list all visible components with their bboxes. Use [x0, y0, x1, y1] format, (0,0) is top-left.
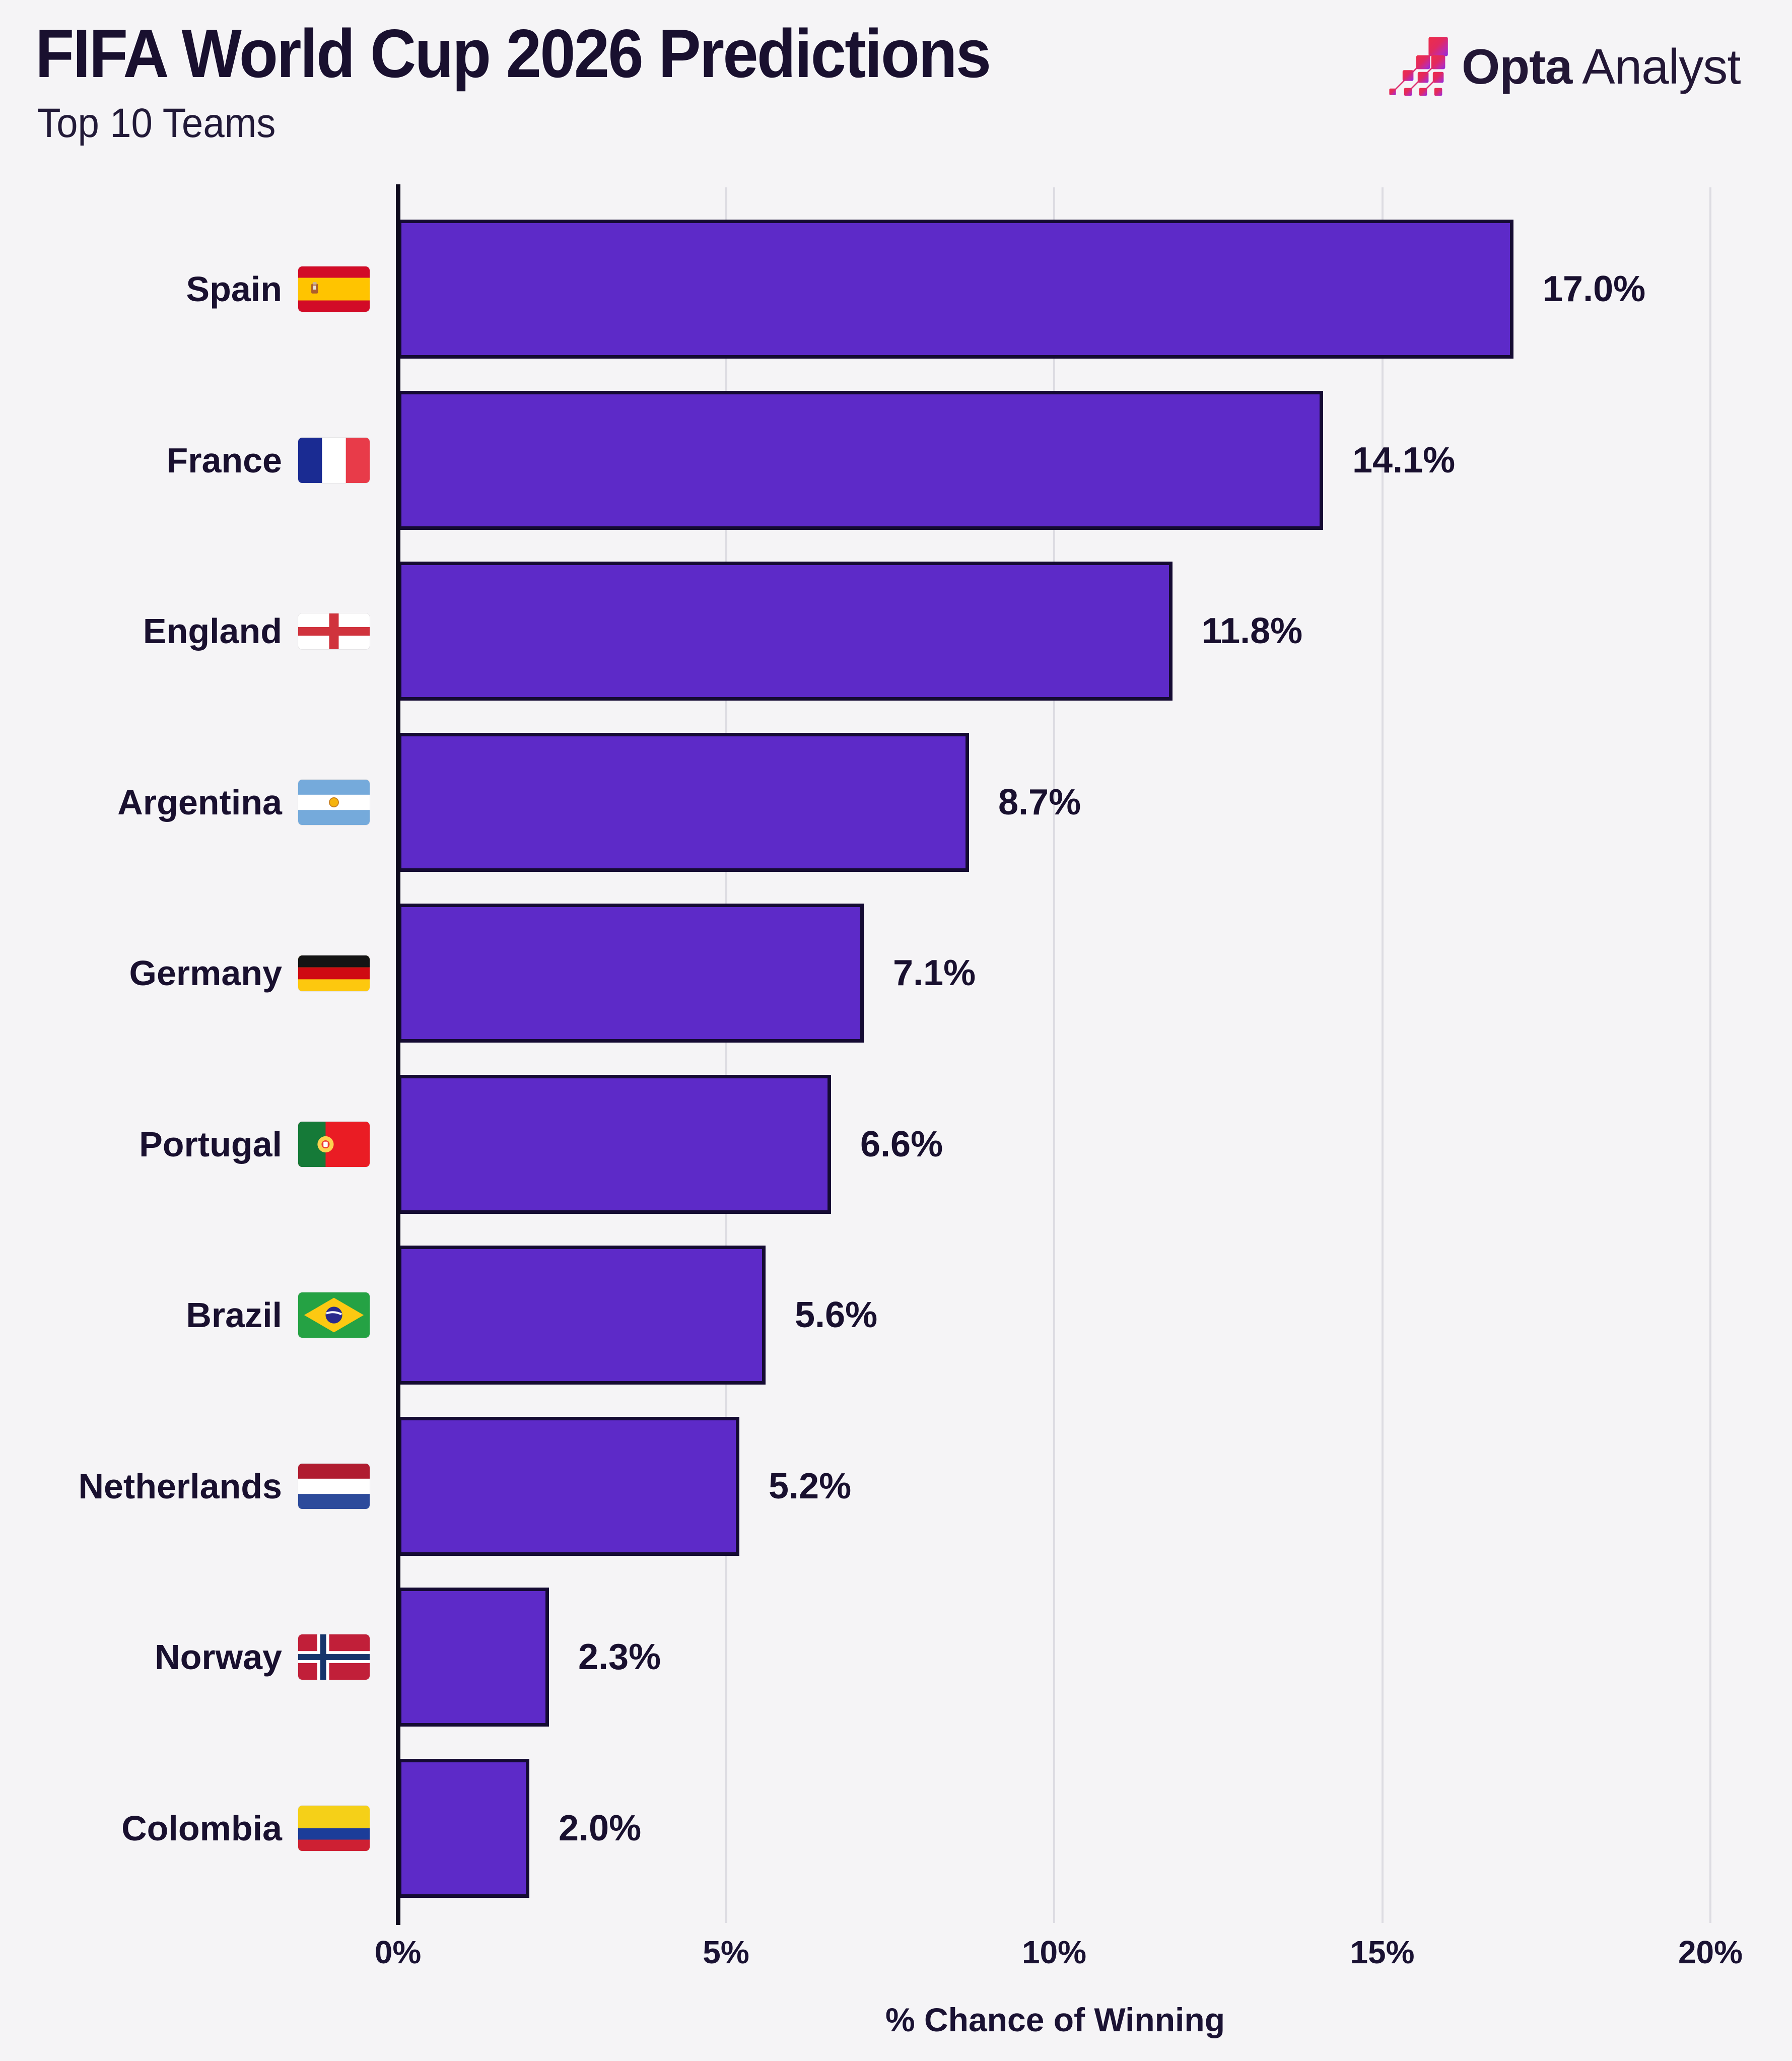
- prediction-bar-spain: [398, 220, 1513, 359]
- value-label-brazil: 5.6%: [795, 1295, 878, 1335]
- team-label-brazil: Brazil: [186, 1295, 282, 1335]
- prediction-bar-colombia: [398, 1758, 529, 1898]
- gridline-15%: [1381, 187, 1384, 1923]
- team-label-germany: Germany: [129, 953, 282, 993]
- page-subtitle-text: Top 10 Teams: [37, 100, 276, 146]
- x-tick-label: 10%: [1021, 1934, 1087, 1970]
- team-label-spain: Spain: [186, 269, 282, 309]
- value-label-colombia: 2.0%: [559, 1808, 642, 1848]
- france-flag-icon: [298, 437, 370, 483]
- logo-wordmark: Opta Analyst: [1462, 38, 1741, 95]
- gridline-20%: [1709, 187, 1711, 1923]
- value-label-spain: 17.0%: [1543, 269, 1646, 309]
- gridline-5%: [725, 187, 727, 1923]
- prediction-bar-portugal: [398, 1074, 831, 1214]
- team-label-netherlands: Netherlands: [78, 1466, 282, 1506]
- page-subtitle: Top 10 Teams: [37, 100, 294, 147]
- portugal-flag-icon: [298, 1121, 370, 1167]
- prediction-bar-germany: [398, 904, 864, 1043]
- england-flag-icon: [298, 613, 370, 649]
- y-axis-line: [396, 184, 400, 1925]
- prediction-bar-england: [398, 562, 1173, 701]
- gridline-10%: [1053, 187, 1055, 1923]
- team-label-norway: Norway: [155, 1637, 282, 1677]
- value-label-france: 14.1%: [1352, 440, 1456, 480]
- value-label-norway: 2.3%: [578, 1637, 661, 1677]
- x-tick-label: 5%: [703, 1934, 749, 1970]
- x-axis-title: % Chance of Winning: [885, 2001, 1225, 2038]
- team-label-france: France: [166, 440, 282, 480]
- prediction-bar-argentina: [398, 732, 969, 872]
- logo-text-opta: Opta: [1462, 38, 1572, 94]
- value-label-portugal: 6.6%: [860, 1124, 943, 1164]
- team-label-argentina: Argentina: [117, 782, 282, 822]
- spain-flag-icon: [298, 266, 370, 312]
- page-title-text: FIFA World Cup 2026 Predictions: [35, 15, 991, 92]
- team-label-portugal: Portugal: [139, 1124, 282, 1164]
- value-label-england: 11.8%: [1202, 611, 1303, 651]
- prediction-bar-brazil: [398, 1246, 766, 1385]
- x-tick-label: 20%: [1678, 1934, 1743, 1970]
- team-label-colombia: Colombia: [121, 1808, 282, 1848]
- opta-stairstep-squares-icon: [1388, 35, 1449, 98]
- colombia-flag-icon: [298, 1805, 370, 1851]
- brazil-flag-icon: [298, 1292, 370, 1338]
- norway-flag-icon: [298, 1634, 370, 1680]
- opta-analyst-logo: Opta Analyst: [1388, 35, 1741, 98]
- prediction-bar-france: [398, 390, 1323, 530]
- team-label-england: England: [143, 611, 282, 651]
- netherlands-flag-icon: [298, 1463, 370, 1509]
- germany-flag-icon: [298, 955, 370, 991]
- prediction-bar-norway: [398, 1588, 549, 1727]
- x-tick-label: 0%: [374, 1934, 422, 1970]
- logo-text-analyst: Analyst: [1582, 38, 1741, 94]
- x-tick-label: 15%: [1350, 1934, 1415, 1970]
- value-label-argentina: 8.7%: [998, 782, 1081, 822]
- prediction-bar-netherlands: [398, 1416, 739, 1556]
- argentina-flag-icon: [298, 779, 370, 825]
- page-title: FIFA World Cup 2026 Predictions: [35, 14, 1062, 93]
- value-label-netherlands: 5.2%: [769, 1466, 852, 1506]
- value-label-germany: 7.1%: [893, 953, 976, 993]
